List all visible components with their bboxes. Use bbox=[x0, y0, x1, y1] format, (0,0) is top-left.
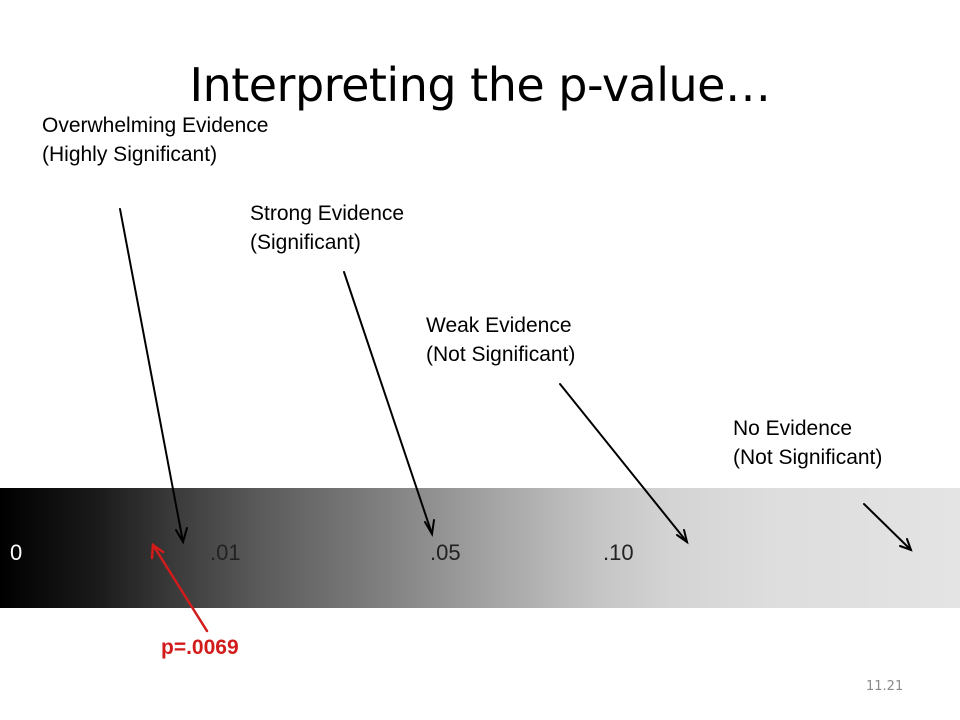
arrow-overwhelming-icon bbox=[119, 208, 188, 545]
label-no-evidence: No Evidence (Not Significant) bbox=[733, 414, 882, 472]
slide-number: 11.21 bbox=[866, 679, 904, 694]
label-overwhelming-evidence: Overwhelming Evidence (Highly Significan… bbox=[42, 111, 268, 169]
tick-05: .05 bbox=[430, 540, 461, 565]
label-line2: (Significant) bbox=[250, 231, 361, 254]
arrow-pvalue-icon bbox=[150, 542, 209, 633]
arrow-weak-icon bbox=[559, 383, 689, 545]
tick-0: 0 bbox=[10, 540, 23, 565]
p-value-gradient-scale bbox=[0, 488, 960, 608]
tick-01: .01 bbox=[210, 540, 241, 565]
label-line2: (Not Significant) bbox=[733, 446, 883, 469]
tick-10: .10 bbox=[603, 540, 634, 565]
label-line1: No Evidence bbox=[733, 417, 853, 440]
p-value-label: p=.0069 bbox=[161, 636, 239, 659]
label-line2: (Highly Significant) bbox=[42, 143, 218, 166]
label-line1: Overwhelming Evidence bbox=[42, 114, 269, 137]
label-line1: Weak Evidence bbox=[426, 314, 572, 337]
slide-title: Interpreting the p-value… bbox=[189, 58, 772, 112]
label-line2: (Not Significant) bbox=[426, 343, 576, 366]
label-weak-evidence: Weak Evidence (Not Significant) bbox=[426, 311, 575, 369]
label-strong-evidence: Strong Evidence (Significant) bbox=[250, 199, 404, 257]
arrow-none-icon bbox=[863, 503, 913, 552]
label-line1: Strong Evidence bbox=[250, 202, 405, 225]
arrow-strong-icon bbox=[343, 271, 435, 537]
